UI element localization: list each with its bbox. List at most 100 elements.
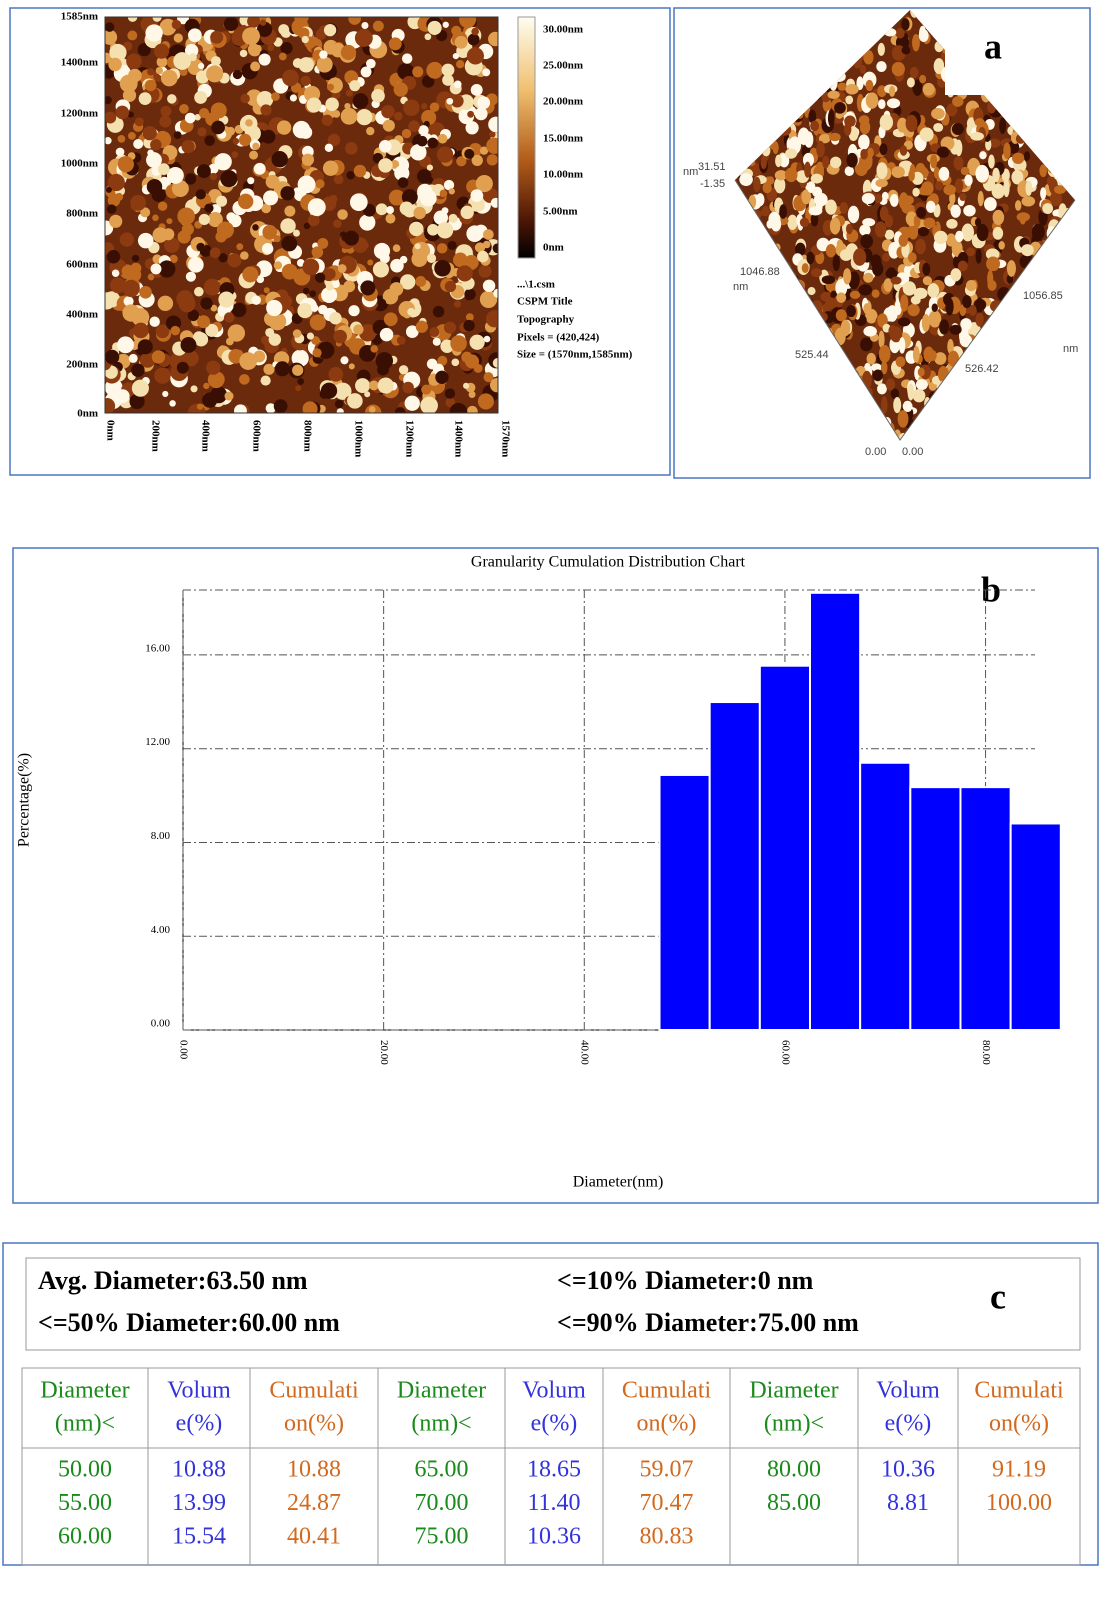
x-tick-label: 0.00 — [177, 1040, 189, 1060]
grain — [775, 393, 789, 407]
grain — [322, 160, 339, 176]
grain — [442, 21, 449, 28]
grain — [1005, 377, 1014, 386]
grain — [902, 32, 909, 48]
colorbar-label: 15.00nm — [543, 133, 583, 145]
grain — [792, 56, 800, 69]
column-header: Cumulati — [974, 1378, 1064, 1404]
grain — [117, 135, 126, 143]
grain — [334, 399, 344, 409]
grain — [834, 102, 846, 114]
grain — [774, 320, 787, 335]
grain — [772, 10, 784, 25]
summary-box — [25, 1257, 1081, 1351]
panel-label: b — [981, 569, 1001, 609]
grain — [427, 20, 442, 35]
grain — [805, 58, 819, 70]
grain — [256, 21, 273, 38]
grain — [824, 327, 833, 341]
grain — [1012, 354, 1022, 365]
grain — [771, 289, 781, 305]
grain — [985, 248, 1000, 260]
grain — [753, 383, 764, 399]
grain — [479, 146, 489, 155]
grain — [1062, 43, 1071, 57]
grain — [879, 206, 889, 222]
color-bar — [517, 16, 536, 259]
grain — [746, 314, 757, 330]
grain — [160, 69, 178, 87]
grain — [780, 90, 793, 105]
grain — [917, 367, 925, 377]
x-tick-label: 1400nm — [452, 420, 464, 457]
grain — [879, 16, 887, 35]
grain — [349, 193, 368, 212]
grain — [739, 113, 746, 125]
grain — [1059, 366, 1069, 375]
grain — [859, 64, 867, 74]
grain — [830, 349, 840, 361]
grain — [127, 111, 134, 118]
grain — [301, 35, 309, 44]
grain — [293, 229, 300, 237]
y-tick-label: 0.00 — [151, 1018, 171, 1030]
grain — [919, 74, 927, 84]
grain — [324, 268, 336, 280]
grain — [210, 304, 218, 312]
grain — [292, 58, 303, 68]
grain — [421, 384, 432, 395]
grain — [482, 279, 496, 293]
grain — [814, 416, 828, 433]
grain — [1056, 54, 1070, 67]
grain — [146, 152, 162, 168]
grain — [284, 205, 296, 217]
grain — [157, 163, 170, 176]
grain — [890, 276, 902, 285]
grain — [460, 205, 474, 220]
grain — [471, 154, 483, 167]
grain — [1015, 413, 1029, 432]
grain — [745, 411, 755, 420]
grain — [347, 393, 363, 409]
grain — [789, 95, 804, 111]
grain — [452, 252, 468, 268]
bar — [959, 786, 1012, 1032]
grain — [747, 242, 759, 259]
grain — [957, 426, 966, 440]
grain — [307, 198, 326, 217]
grain — [975, 312, 984, 327]
grain — [126, 53, 142, 70]
grain — [946, 103, 958, 117]
grain — [1042, 315, 1056, 334]
grain — [1020, 408, 1029, 420]
colorbar-label: 25.00nm — [543, 60, 583, 72]
grain — [1042, 347, 1055, 359]
grain — [735, 304, 743, 315]
grain — [752, 378, 761, 390]
grain — [737, 388, 745, 397]
grain — [1053, 363, 1065, 381]
grain — [133, 322, 149, 339]
grain — [247, 42, 262, 57]
grain — [860, 337, 873, 352]
grain — [791, 92, 800, 105]
grain — [389, 282, 404, 296]
grain — [187, 309, 200, 322]
grain — [926, 11, 937, 26]
grain — [795, 27, 807, 44]
grain — [781, 71, 795, 80]
grain — [758, 309, 772, 328]
grain — [467, 33, 480, 46]
grain — [1035, 317, 1044, 328]
grain — [806, 181, 816, 194]
grain — [392, 244, 401, 253]
grain — [134, 117, 144, 127]
grain — [280, 42, 293, 55]
grain — [875, 434, 887, 440]
grain — [398, 365, 409, 375]
grain — [1041, 112, 1049, 126]
grain — [1041, 364, 1054, 377]
grain — [761, 145, 771, 157]
grain — [1060, 412, 1068, 423]
grain — [931, 303, 938, 312]
